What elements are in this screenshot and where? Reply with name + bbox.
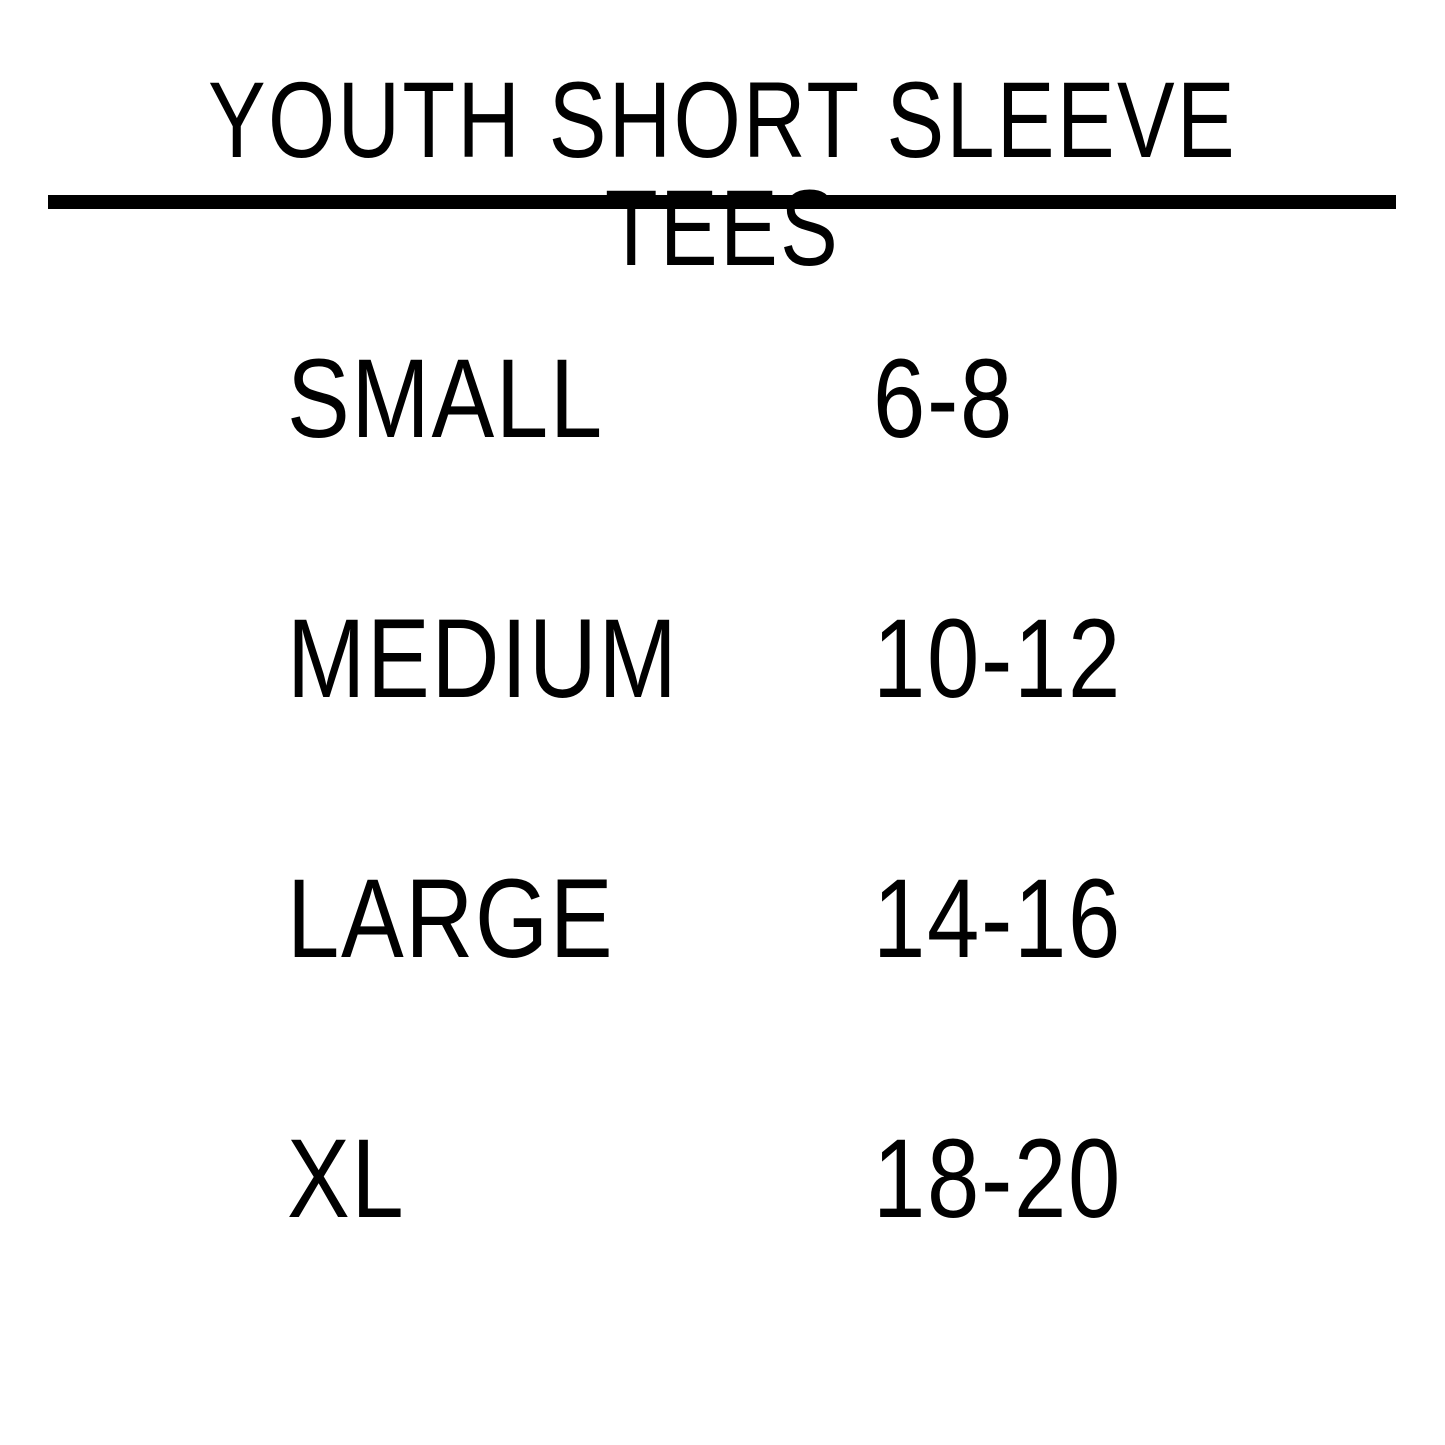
size-label: XL (287, 1116, 406, 1241)
title-divider (48, 195, 1396, 209)
page-title: YOUTH SHORT SLEEVE TEES (0, 66, 1445, 282)
age-range: 10-12 (873, 596, 1123, 721)
age-range: 6-8 (873, 336, 1015, 461)
size-label: SMALL (287, 336, 604, 461)
size-label: MEDIUM (287, 596, 679, 721)
page-title-text: YOUTH SHORT SLEEVE TEES (207, 59, 1238, 288)
size-label: LARGE (287, 856, 615, 981)
age-range: 14-16 (873, 856, 1123, 981)
age-range: 18-20 (873, 1116, 1123, 1241)
